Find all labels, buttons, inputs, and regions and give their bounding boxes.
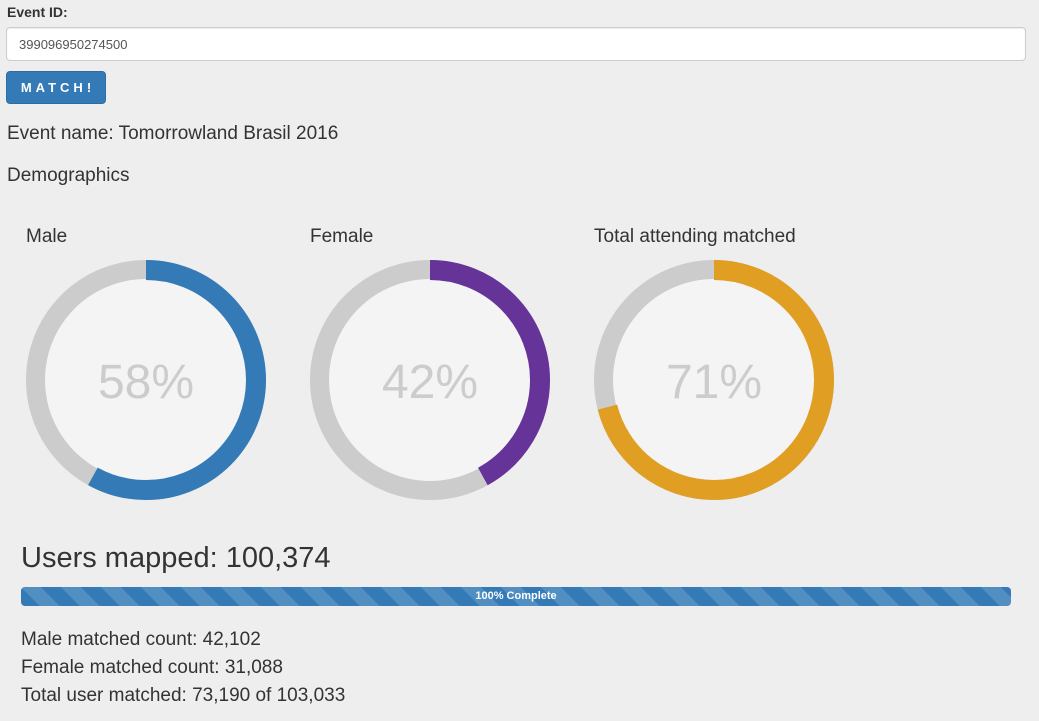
event-name: Event name: Tomorrowland Brasil 2016 [7, 123, 339, 144]
gauge-value-arc [26, 260, 266, 500]
gauge-chart: 58% [26, 260, 266, 500]
gauge-percent: 58% [98, 356, 194, 409]
gauge-title: Female [310, 226, 374, 247]
gauge-inner [45, 279, 247, 481]
progress-bar: 100% Complete [21, 587, 1011, 606]
demographics-heading: Demographics [7, 165, 130, 186]
female-matched-count: Female matched count: 31,088 [21, 657, 283, 678]
gauge-inner [613, 279, 815, 481]
gauge-chart: 71% [594, 260, 834, 500]
progress-track: 100% Complete [21, 587, 1011, 606]
gauge-title: Male [26, 226, 68, 247]
male-matched-count: Male matched count: 42,102 [21, 629, 261, 650]
gauge-chart: 42% [310, 260, 550, 500]
event-id-label: Event ID: [7, 4, 68, 20]
gauge-value-arc [310, 260, 550, 500]
total-user-matched: Total user matched: 73,190 of 103,033 [21, 685, 346, 706]
gauge-percent: 71% [666, 356, 762, 409]
event-id-input[interactable] [6, 27, 1026, 61]
progress-label: 100% Complete [475, 590, 557, 602]
gauge-title: Total attending matched [594, 226, 796, 247]
gauge-total-attending: Total attending matched 71% [594, 226, 874, 511]
users-mapped-heading: Users mapped: 100,374 [21, 542, 331, 574]
gauge-inner [329, 279, 531, 481]
gauge-male: Male 58% [26, 226, 286, 511]
match-button[interactable]: MATCH! [6, 71, 106, 104]
gauge-percent: 42% [382, 356, 478, 409]
gauge-female: Female 42% [310, 226, 570, 511]
gauge-value-arc [594, 260, 834, 500]
